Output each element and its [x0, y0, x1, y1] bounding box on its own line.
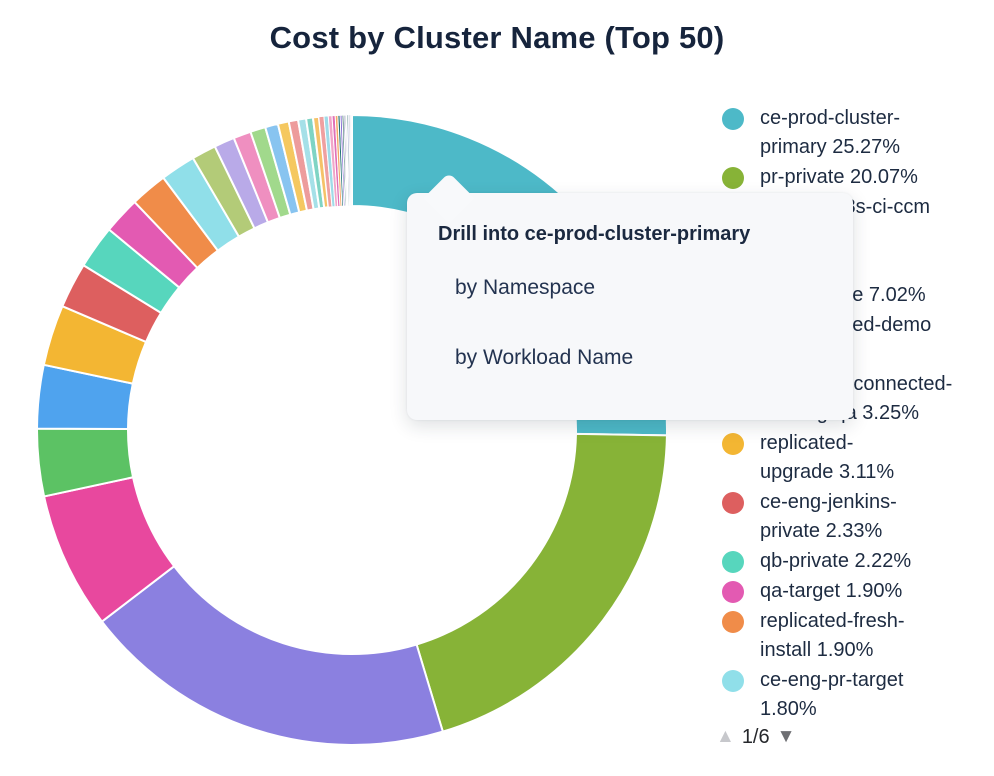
legend-item-pr-private[interactable]: pr-private 20.07%	[720, 163, 992, 192]
legend-label: pr-private 20.07%	[760, 166, 918, 188]
legend-swatch-icon	[722, 611, 744, 633]
legend-page-down-icon[interactable]: ▼	[776, 726, 796, 747]
legend-swatch-icon	[722, 108, 744, 130]
legend-swatch-icon	[722, 433, 744, 455]
legend-label: qb-private 2.22%	[760, 550, 912, 572]
legend-swatch-icon	[722, 581, 744, 603]
drill-by-workload-option[interactable]: by Workload Name	[455, 346, 634, 369]
drill-by-namespace-option[interactable]: by Namespace	[455, 276, 596, 299]
legend-label: ce-eng-jenkins-private 2.33%	[760, 491, 897, 542]
legend-page-indicator: 1/6	[741, 725, 770, 748]
pie-slice-ce-prod-k8s-ci-ccm[interactable]	[100, 565, 444, 746]
legend-item-ce-prod-cluster-primary[interactable]: ce-prod-cluster-primary 25.27%	[720, 104, 992, 162]
legend-item-ce-eng-jenkins-private[interactable]: ce-eng-jenkins-private 2.33%	[720, 488, 992, 546]
legend-swatch-icon	[722, 492, 744, 514]
legend-item-qb-private[interactable]: qb-private 2.22%	[720, 547, 992, 576]
drilldown-tooltip: Drill into ce-prod-cluster-primary by Na…	[407, 172, 853, 420]
legend-pagination: ▲ 1/6 ▼	[716, 722, 795, 752]
legend-label: ce-prod-cluster-primary 25.27%	[760, 107, 901, 158]
legend-swatch-icon	[722, 167, 744, 189]
legend-item-replicated-upgrade[interactable]: replicated-upgrade 3.11%	[720, 429, 992, 487]
legend-swatch-icon	[722, 670, 744, 692]
legend-label: replicated-upgrade 3.11%	[760, 432, 895, 483]
legend-label: ce-eng-pr-target 1.80%	[760, 669, 904, 718]
pie-slice-pr-private[interactable]	[415, 432, 668, 733]
legend-item-ce-eng-pr-target[interactable]: ce-eng-pr-target 1.80%	[720, 666, 992, 718]
legend-label: replicated-fresh-install 1.90%	[760, 610, 905, 661]
legend-item-replicated-fresh-install[interactable]: replicated-fresh-install 1.90%	[720, 607, 992, 665]
legend-label: qa-target 1.90%	[760, 580, 903, 602]
legend-item-qa-target[interactable]: qa-target 1.90%	[720, 577, 992, 606]
legend-page-up-icon[interactable]: ▲	[716, 726, 735, 747]
tooltip-title: Drill into ce-prod-cluster-primary	[438, 223, 751, 245]
legend-swatch-icon	[722, 551, 744, 573]
page-title: Cost by Cluster Name (Top 50)	[269, 20, 725, 55]
